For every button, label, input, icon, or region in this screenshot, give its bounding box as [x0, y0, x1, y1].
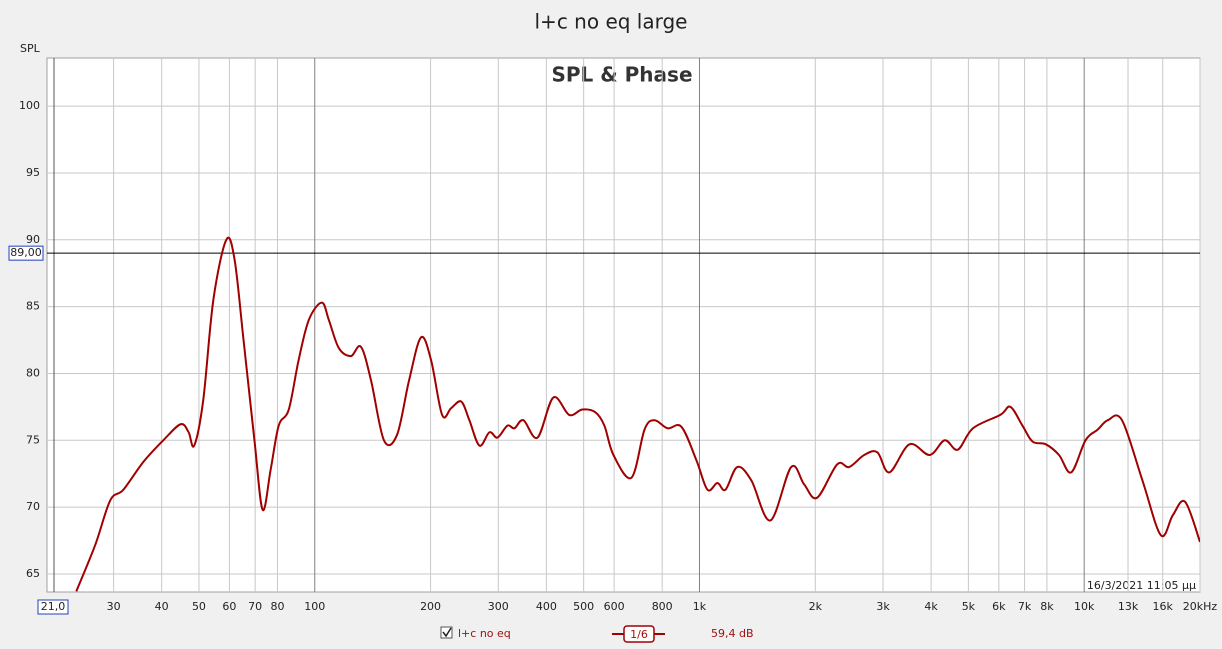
cursor-box — [8, 245, 44, 261]
smoothing: 1/6 — [630, 628, 648, 641]
y-axis-label: SPL — [20, 42, 41, 55]
x-tick-label: 200 — [420, 600, 441, 613]
x-tick-label: 60 — [222, 600, 236, 613]
x-tick-label: 400 — [536, 600, 557, 613]
chart-title: l+c no eq large — [535, 10, 688, 34]
x-tick-label: 7k — [1018, 600, 1032, 613]
y-tick-label: 100 — [19, 99, 40, 112]
y-tick-label: 95 — [26, 166, 40, 179]
cursor-box — [37, 599, 69, 615]
x-tick-label: 70 — [248, 600, 262, 613]
x-tick-label: 500 — [573, 600, 594, 613]
x-tick-label: 3k — [876, 600, 890, 613]
x-tick-label: 20kHz — [1183, 600, 1218, 613]
x-tick-label: 1k — [693, 600, 707, 613]
y-tick-label: 70 — [26, 500, 40, 513]
x-tick-label: 100 — [304, 600, 325, 613]
y-tick-label: 75 — [26, 433, 40, 446]
x-tick-label: 13k — [1118, 600, 1139, 613]
cursor-y-label: 89,00 — [10, 246, 42, 259]
y-tick-label: 85 — [26, 300, 40, 313]
x-tick-label: 600 — [604, 600, 625, 613]
x-tick-label: 10k — [1074, 600, 1095, 613]
x-tick-label: 6k — [992, 600, 1006, 613]
timestamp: 16/3/2021 11:05 μμ — [1087, 579, 1196, 592]
plot-area — [46, 57, 1201, 593]
x-tick-label: 4k — [924, 600, 938, 613]
y-tick-label: 65 — [26, 567, 40, 580]
check-mark — [442, 627, 452, 638]
x-tick-label: 80 — [270, 600, 284, 613]
legend-checkbox[interactable] — [440, 626, 453, 639]
smoothing-box[interactable] — [623, 625, 655, 643]
x-tick-label: 50 — [192, 600, 206, 613]
cursor-x-label: 21,0 — [41, 600, 66, 613]
x-tick-label: 30 — [107, 600, 121, 613]
x-tick-label: 16k — [1153, 600, 1174, 613]
level: 59,4 dB — [711, 627, 754, 640]
x-tick-label: 40 — [155, 600, 169, 613]
y-tick-label: 90 — [26, 233, 40, 246]
x-tick-label: 5k — [962, 600, 976, 613]
x-tick-label: 800 — [652, 600, 673, 613]
x-tick-label: 2k — [809, 600, 823, 613]
x-tick-label: 300 — [488, 600, 509, 613]
legend-entry: l+c no eq — [458, 627, 511, 640]
y-tick-label: 80 — [26, 366, 40, 379]
plot-title: SPL & Phase — [551, 63, 692, 87]
x-tick-label: 8k — [1040, 600, 1054, 613]
data-line — [75, 236, 1200, 592]
